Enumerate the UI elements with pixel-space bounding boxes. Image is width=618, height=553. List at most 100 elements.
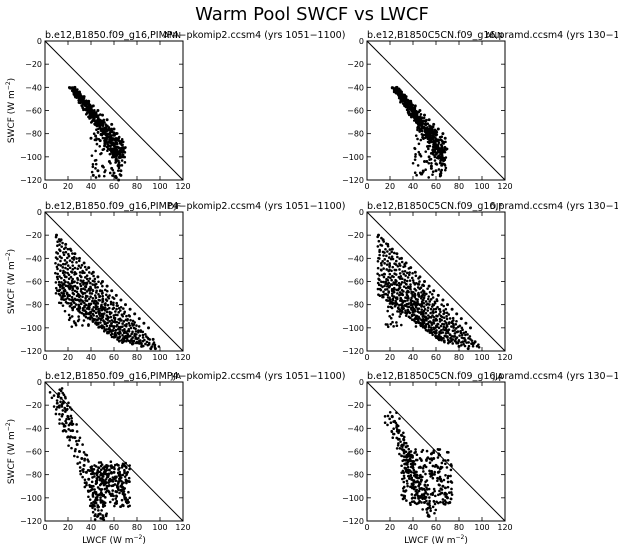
data-point: [97, 280, 100, 284]
y-axis-label: SWCF (W m−2): [5, 419, 17, 484]
data-point: [61, 283, 65, 286]
data-point: [58, 418, 61, 421]
data-point: [430, 458, 434, 462]
data-point: [427, 118, 431, 122]
data-point: [77, 315, 80, 318]
data-point: [95, 472, 99, 475]
data-point: [448, 333, 452, 337]
x-tick-label: 120: [497, 523, 512, 532]
data-point: [147, 326, 150, 330]
data-point: [428, 141, 431, 145]
chart-panel: b.e12,B1850.f09_g16,PIMP4−pkomip2.ccsm4 …: [5, 371, 345, 546]
data-point: [118, 327, 122, 331]
data-point: [442, 304, 446, 308]
data-point: [381, 260, 384, 263]
data-point: [56, 277, 59, 281]
data-point: [122, 307, 125, 310]
data-point: [121, 155, 125, 159]
data-point: [82, 314, 86, 317]
data-point: [124, 146, 127, 149]
data-point: [50, 396, 54, 400]
data-point: [114, 176, 118, 180]
data-point: [395, 324, 399, 327]
data-point: [100, 123, 104, 127]
data-point: [407, 471, 410, 474]
data-point: [432, 150, 436, 154]
data-point: [406, 299, 409, 302]
data-point: [382, 275, 386, 279]
data-point: [416, 494, 420, 498]
data-point: [131, 330, 134, 334]
data-point: [459, 331, 463, 335]
data-point: [64, 266, 67, 270]
data-point: [408, 271, 411, 274]
data-point: [410, 115, 413, 119]
data-point: [395, 321, 398, 324]
data-point: [101, 148, 105, 152]
data-point: [119, 141, 123, 145]
data-point: [385, 254, 388, 258]
data-point: [409, 316, 412, 320]
data-point: [388, 410, 392, 414]
data-point: [431, 173, 434, 176]
data-point: [94, 303, 98, 307]
data-point: [421, 508, 424, 511]
data-point: [68, 438, 71, 442]
data-point: [113, 504, 116, 508]
data-point: [70, 306, 74, 310]
data-point: [377, 239, 381, 243]
data-point: [378, 278, 381, 282]
data-point: [90, 480, 94, 484]
data-point: [443, 136, 447, 140]
data-point: [107, 143, 110, 147]
data-point: [110, 466, 114, 470]
data-point: [94, 493, 98, 496]
data-point: [79, 302, 83, 306]
data-point: [471, 344, 475, 348]
data-point: [134, 337, 137, 340]
data-point: [402, 471, 406, 475]
data-point: [398, 310, 401, 313]
data-point: [399, 275, 403, 278]
data-point: [71, 308, 74, 312]
data-point: [62, 251, 65, 254]
data-point: [77, 101, 81, 104]
data-point: [111, 307, 115, 311]
data-point: [430, 321, 433, 324]
data-point: [378, 250, 381, 254]
data-point: [383, 421, 387, 425]
data-point: [402, 431, 405, 435]
data-point: [129, 318, 132, 322]
data-point: [114, 490, 118, 493]
data-point: [103, 288, 107, 292]
data-point: [448, 491, 451, 494]
data-point: [430, 471, 434, 475]
data-point: [104, 293, 108, 297]
data-point: [73, 301, 76, 305]
data-point: [439, 335, 443, 339]
data-point: [467, 341, 470, 344]
data-point: [147, 337, 150, 341]
data-point: [65, 292, 69, 296]
data-point: [417, 484, 420, 488]
data-point: [409, 503, 412, 507]
data-point: [103, 328, 107, 332]
data-point: [110, 324, 114, 328]
data-point: [394, 263, 398, 266]
data-point: [94, 296, 98, 300]
data-point: [423, 159, 426, 163]
data-point: [153, 343, 157, 347]
data-point: [406, 452, 410, 456]
data-point: [55, 402, 59, 405]
x-tick-label: 60: [431, 523, 441, 532]
data-point: [420, 501, 423, 504]
data-point: [396, 444, 400, 447]
data-point: [389, 322, 393, 326]
data-point: [416, 302, 420, 305]
x-tick-label: 60: [109, 353, 119, 362]
data-point: [427, 326, 431, 329]
data-point: [96, 169, 100, 173]
y-tick-label: −100: [20, 494, 42, 503]
data-point: [61, 391, 65, 395]
data-point: [393, 419, 397, 423]
